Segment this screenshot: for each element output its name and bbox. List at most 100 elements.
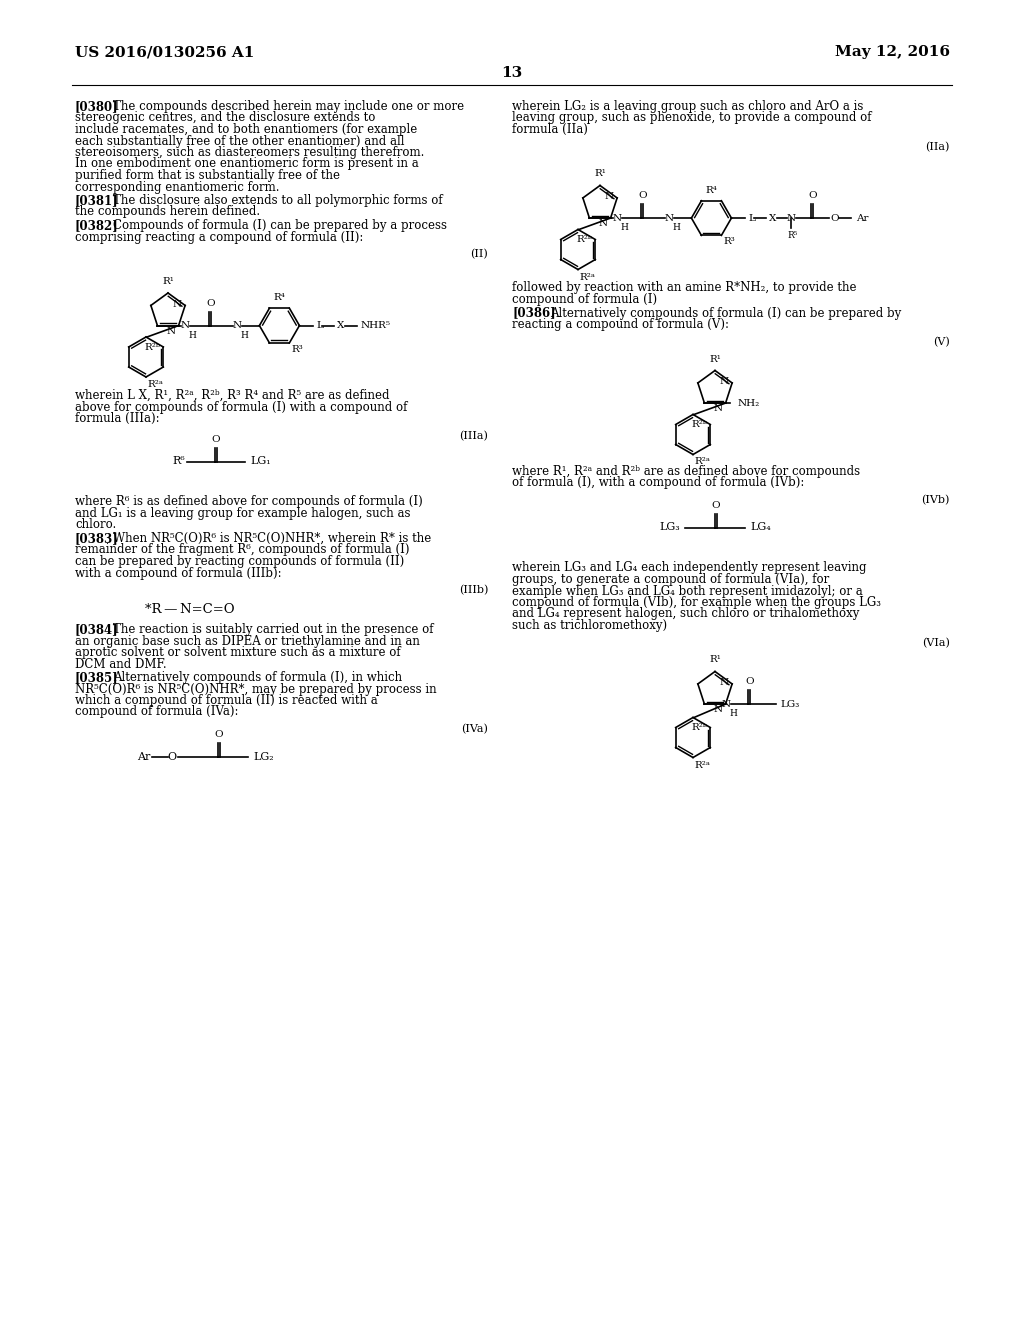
Text: formula (IIa): formula (IIa) [512, 123, 588, 136]
Text: compound of formula (IVa):: compound of formula (IVa): [75, 705, 239, 718]
Text: O: O [808, 191, 817, 201]
Text: [0384]: [0384] [75, 623, 119, 636]
Text: leaving group, such as phenoxide, to provide a compound of: leaving group, such as phenoxide, to pro… [512, 111, 871, 124]
Text: X: X [769, 214, 777, 223]
Text: R⁶: R⁶ [172, 457, 185, 466]
Text: stereoisomers, such as diastereomers resulting therefrom.: stereoisomers, such as diastereomers res… [75, 147, 424, 158]
Text: with a compound of formula (IIIb):: with a compound of formula (IIIb): [75, 566, 282, 579]
Text: O: O [638, 191, 647, 201]
Text: In one embodiment one enantiomeric form is present in a: In one embodiment one enantiomeric form … [75, 157, 419, 170]
Text: (IIIa): (IIIa) [459, 430, 488, 441]
Text: Alternatively compounds of formula (I), in which: Alternatively compounds of formula (I), … [113, 671, 402, 684]
Text: N: N [232, 321, 242, 330]
Text: and LG₄ represent halogen, such chloro or trihalomethoxy: and LG₄ represent halogen, such chloro o… [512, 607, 859, 620]
Text: each substantially free of the other enantiomer) and all: each substantially free of the other ena… [75, 135, 404, 148]
Text: N: N [173, 300, 182, 309]
Text: H: H [621, 223, 629, 232]
Text: R⁴: R⁴ [706, 186, 718, 195]
Text: H: H [673, 223, 680, 232]
Text: which a compound of formula (II) is reacted with a: which a compound of formula (II) is reac… [75, 694, 378, 708]
Text: can be prepared by reacting compounds of formula (II): can be prepared by reacting compounds of… [75, 554, 404, 568]
Text: wherein LG₂ is a leaving group such as chloro and ArO a is: wherein LG₂ is a leaving group such as c… [512, 100, 863, 114]
Text: LG₂: LG₂ [253, 752, 273, 762]
Text: [0385]: [0385] [75, 671, 119, 684]
Text: O: O [215, 730, 223, 739]
Text: LG₄: LG₄ [750, 523, 771, 532]
Text: LG₃: LG₃ [659, 523, 680, 532]
Text: Compounds of formula (I) can be prepared by a process: Compounds of formula (I) can be prepared… [113, 219, 447, 232]
Text: N: N [714, 705, 723, 714]
Text: reacting a compound of formula (V):: reacting a compound of formula (V): [512, 318, 729, 331]
Text: US 2016/0130256 A1: US 2016/0130256 A1 [75, 45, 254, 59]
Text: compound of formula (I): compound of formula (I) [512, 293, 657, 306]
Text: O: O [712, 500, 720, 510]
Text: NR⁵C(O)R⁶ is NR⁵C(O)NHR*, may be prepared by process in: NR⁵C(O)R⁶ is NR⁵C(O)NHR*, may be prepare… [75, 682, 436, 696]
Text: R¹: R¹ [709, 656, 721, 664]
Text: such as trichloromethoxy): such as trichloromethoxy) [512, 619, 667, 632]
Text: L: L [316, 321, 324, 330]
Text: aprotic solvent or solvent mixture such as a mixture of: aprotic solvent or solvent mixture such … [75, 645, 400, 659]
Text: wherein LG₃ and LG₄ each independently represent leaving: wherein LG₃ and LG₄ each independently r… [512, 561, 866, 574]
Text: When NR⁵C(O)R⁶ is NR⁵C(O)NHR*, wherein R* is the: When NR⁵C(O)R⁶ is NR⁵C(O)NHR*, wherein R… [113, 532, 431, 545]
Text: DCM and DMF.: DCM and DMF. [75, 657, 167, 671]
Text: (V): (V) [933, 337, 950, 347]
Text: chloro.: chloro. [75, 519, 117, 532]
Text: May 12, 2016: May 12, 2016 [835, 45, 950, 59]
Text: N: N [605, 193, 614, 202]
Text: O: O [212, 434, 220, 444]
Text: N: N [714, 404, 723, 413]
Text: O: O [168, 752, 176, 762]
Text: N: N [665, 214, 674, 223]
Text: R²ᵃ: R²ᵃ [694, 458, 710, 466]
Text: R¹: R¹ [594, 169, 606, 178]
Text: include racemates, and to both enantiomers (for example: include racemates, and to both enantiome… [75, 123, 417, 136]
Text: R²ᵇ: R²ᵇ [144, 342, 161, 351]
Text: N: N [612, 214, 622, 223]
Text: R⁵: R⁵ [787, 231, 798, 240]
Text: (VIa): (VIa) [923, 638, 950, 648]
Text: R¹: R¹ [709, 355, 721, 363]
Text: L: L [749, 214, 756, 223]
Text: The compounds described herein may include one or more: The compounds described herein may inclu… [113, 100, 464, 114]
Text: O: O [745, 677, 754, 686]
Text: [0380]: [0380] [75, 100, 119, 114]
Text: N: N [720, 378, 729, 387]
Text: Alternatively compounds of formula (I) can be prepared by: Alternatively compounds of formula (I) c… [550, 306, 901, 319]
Text: wherein L X, R¹, R²ᵃ, R²ᵇ, R³ R⁴ and R⁵ are as defined: wherein L X, R¹, R²ᵃ, R²ᵇ, R³ R⁴ and R⁵ … [75, 389, 389, 403]
Text: NH₂: NH₂ [737, 399, 760, 408]
Text: remainder of the fragment R⁶, compounds of formula (I): remainder of the fragment R⁶, compounds … [75, 544, 410, 557]
Text: Ar: Ar [856, 214, 869, 223]
Text: above for compounds of formula (I) with a compound of: above for compounds of formula (I) with … [75, 400, 408, 413]
Text: purified form that is substantially free of the: purified form that is substantially free… [75, 169, 340, 182]
Text: R²ᵇ: R²ᵇ [691, 420, 708, 429]
Text: comprising reacting a compound of formula (II):: comprising reacting a compound of formul… [75, 231, 364, 243]
Text: stereogenic centres, and the disclosure extends to: stereogenic centres, and the disclosure … [75, 111, 376, 124]
Text: (IVa): (IVa) [461, 723, 488, 734]
Text: Ar: Ar [136, 752, 150, 762]
Text: (IIIb): (IIIb) [459, 585, 488, 595]
Text: N: N [720, 678, 729, 688]
Text: NHR⁵: NHR⁵ [360, 321, 390, 330]
Text: N: N [722, 700, 731, 709]
Text: N: N [181, 321, 190, 330]
Text: N: N [786, 214, 796, 223]
Text: R³: R³ [292, 345, 303, 354]
Text: the compounds herein defined.: the compounds herein defined. [75, 206, 260, 219]
Text: The disclosure also extends to all polymorphic forms of: The disclosure also extends to all polym… [113, 194, 442, 207]
Text: R²ᵇ: R²ᵇ [691, 723, 708, 733]
Text: [0386]: [0386] [512, 306, 556, 319]
Text: an organic base such as DIPEA or triethylamine and in an: an organic base such as DIPEA or triethy… [75, 635, 420, 648]
Text: H: H [188, 330, 197, 339]
Text: LG₃: LG₃ [780, 700, 800, 709]
Text: R²ᵇ: R²ᵇ [577, 235, 592, 244]
Text: H: H [729, 709, 737, 718]
Text: [0381]: [0381] [75, 194, 119, 207]
Text: [0382]: [0382] [75, 219, 119, 232]
Text: corresponding enantiomeric form.: corresponding enantiomeric form. [75, 181, 280, 194]
Text: O: O [206, 298, 215, 308]
Text: The reaction is suitably carried out in the presence of: The reaction is suitably carried out in … [113, 623, 433, 636]
Text: N: N [598, 219, 607, 228]
Text: O: O [830, 214, 839, 223]
Text: (IVb): (IVb) [922, 495, 950, 504]
Text: X: X [338, 321, 345, 330]
